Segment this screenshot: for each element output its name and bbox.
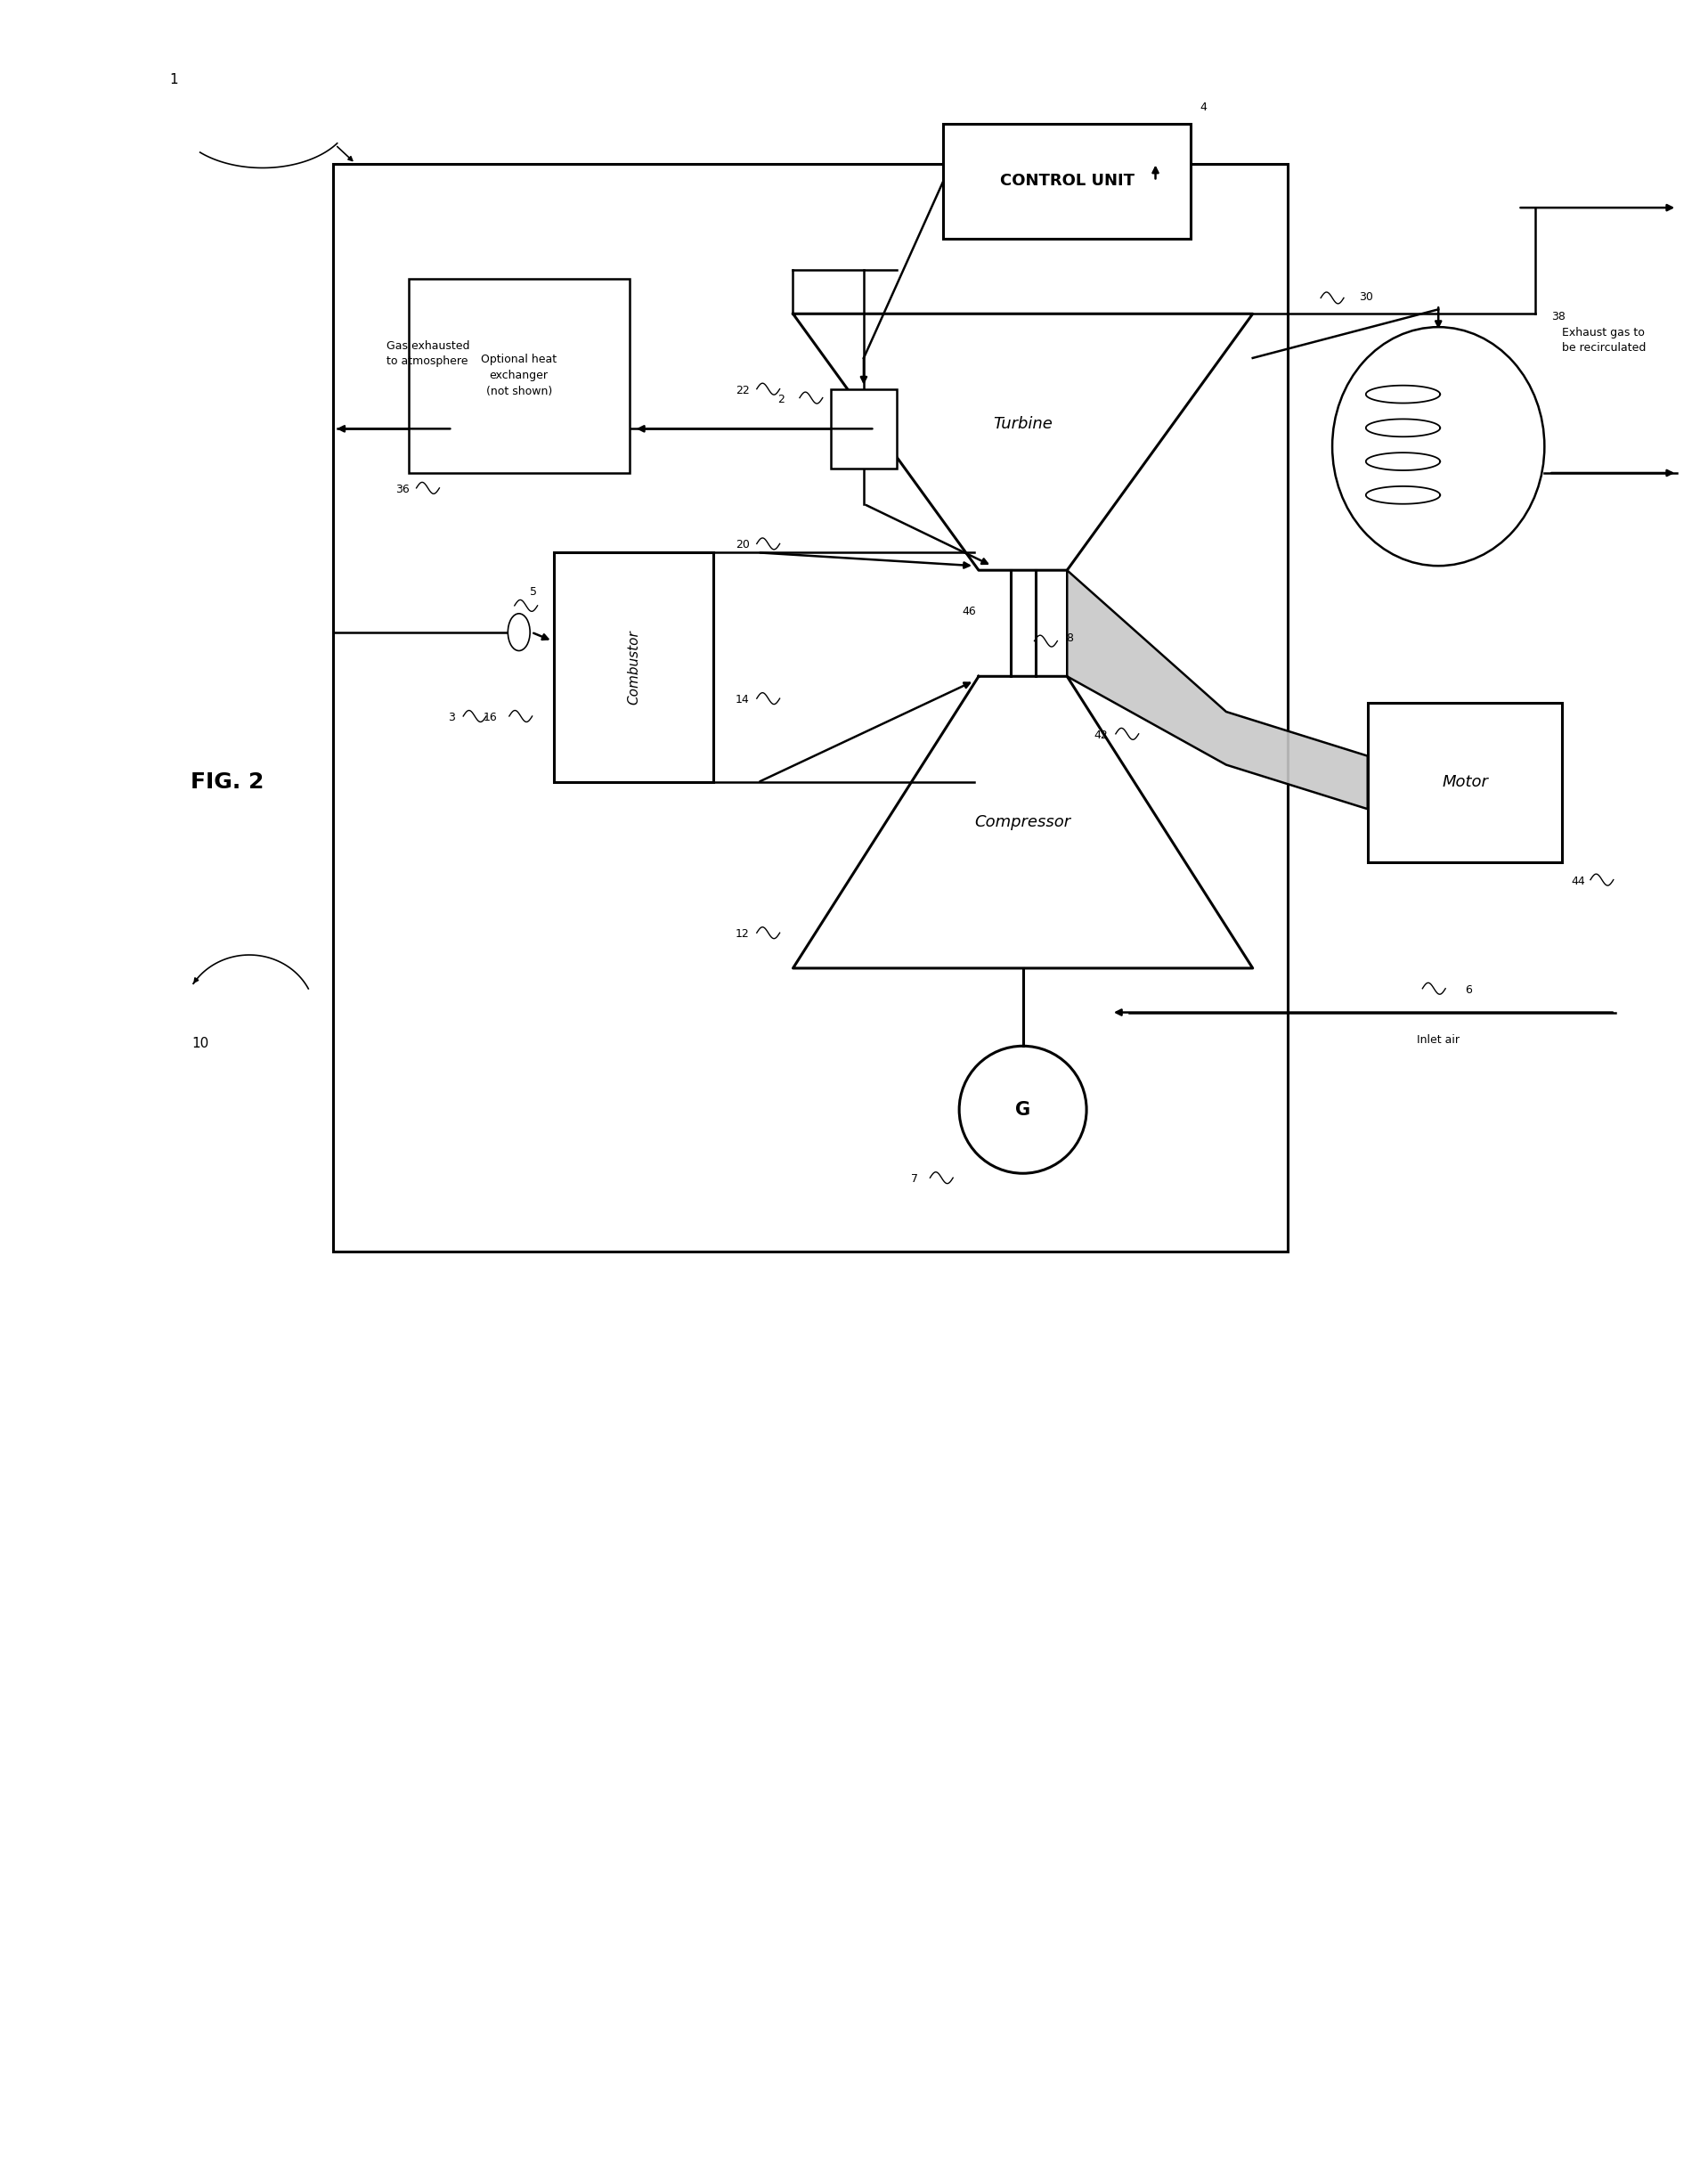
Text: 8: 8 — [1066, 631, 1073, 644]
Text: Exhaust gas to
be recirculated: Exhaust gas to be recirculated — [1563, 326, 1647, 354]
Text: 3: 3 — [447, 711, 456, 724]
FancyBboxPatch shape — [408, 279, 630, 473]
Text: 16: 16 — [483, 711, 497, 724]
Text: Turbine: Turbine — [992, 417, 1052, 432]
Text: 2: 2 — [777, 393, 784, 404]
Text: 4: 4 — [1199, 102, 1206, 112]
Text: 38: 38 — [1551, 311, 1566, 322]
Text: 7: 7 — [910, 1173, 917, 1184]
Text: 10: 10 — [191, 1037, 210, 1050]
Text: Motor: Motor — [1442, 774, 1488, 791]
Text: G: G — [1015, 1100, 1030, 1119]
Text: 20: 20 — [736, 540, 750, 551]
Polygon shape — [1068, 571, 1368, 808]
Text: FIG. 2: FIG. 2 — [191, 771, 263, 793]
FancyBboxPatch shape — [555, 553, 714, 782]
Text: Inlet air: Inlet air — [1418, 1035, 1460, 1046]
Text: 6: 6 — [1465, 983, 1472, 996]
Text: Compressor: Compressor — [975, 815, 1071, 830]
Text: 30: 30 — [1360, 292, 1373, 303]
FancyBboxPatch shape — [943, 123, 1190, 238]
Text: CONTROL UNIT: CONTROL UNIT — [999, 173, 1134, 190]
Text: Optional heat
exchanger
(not shown): Optional heat exchanger (not shown) — [482, 354, 557, 398]
Text: 46: 46 — [962, 605, 975, 618]
Text: 1: 1 — [169, 73, 178, 86]
Text: 36: 36 — [395, 484, 410, 495]
Text: 22: 22 — [736, 385, 750, 395]
Text: 5: 5 — [529, 586, 536, 599]
Text: Gas exhausted
to atmosphere: Gas exhausted to atmosphere — [386, 339, 470, 367]
FancyBboxPatch shape — [1368, 702, 1563, 862]
FancyBboxPatch shape — [333, 164, 1288, 1251]
Text: 42: 42 — [1093, 730, 1107, 741]
Text: 44: 44 — [1571, 875, 1585, 886]
Text: 12: 12 — [736, 929, 750, 940]
Text: Combustor: Combustor — [627, 631, 640, 704]
FancyBboxPatch shape — [830, 389, 897, 469]
Text: 14: 14 — [736, 694, 750, 707]
